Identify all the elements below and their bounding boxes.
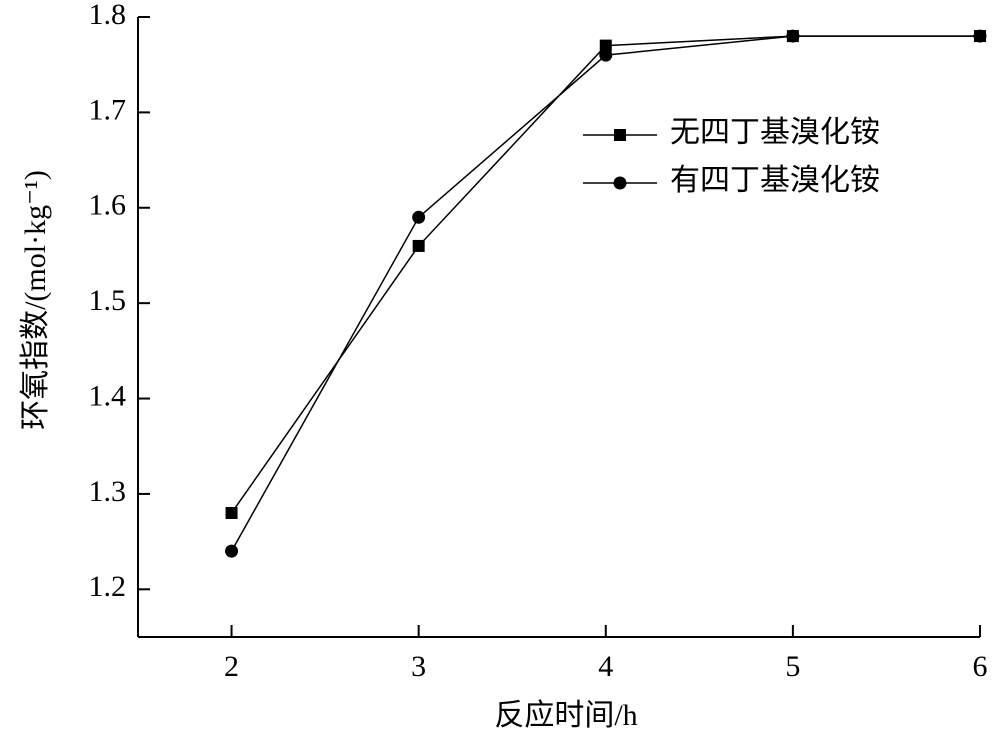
- marker: [225, 507, 238, 519]
- series-line: [230, 35, 980, 552]
- x-tick-label: 4: [598, 650, 613, 683]
- marker: [412, 239, 425, 252]
- y-tick-label: 1.5: [89, 284, 127, 317]
- legend-marker: [613, 176, 627, 190]
- marker: [225, 544, 239, 558]
- y-tick-label: 1.4: [89, 379, 127, 412]
- y-axis-label: 环氧指数/(mol·kg⁻¹): [19, 170, 52, 430]
- y-tick-label: 1.6: [89, 189, 127, 222]
- series-line: [230, 35, 980, 514]
- y-tick-label: 1.7: [89, 93, 127, 126]
- marker: [599, 48, 613, 62]
- marker: [412, 210, 426, 224]
- x-tick-label: 6: [973, 650, 988, 683]
- legend-label: 无四丁基溴化铵: [670, 116, 880, 149]
- legend-marker: [614, 129, 626, 141]
- y-tick-label: 1.3: [89, 475, 127, 508]
- y-tick-label: 1.8: [89, 0, 127, 31]
- x-tick-label: 2: [224, 650, 239, 683]
- x-tick-label: 3: [411, 650, 426, 683]
- x-tick-label: 5: [785, 650, 800, 683]
- marker: [599, 39, 612, 52]
- marker: [786, 29, 800, 43]
- y-tick-label: 1.2: [89, 570, 127, 603]
- marker: [973, 29, 987, 43]
- x-axis-label: 反应时间/h: [494, 699, 637, 732]
- legend-label: 有四丁基溴化铵: [670, 164, 880, 197]
